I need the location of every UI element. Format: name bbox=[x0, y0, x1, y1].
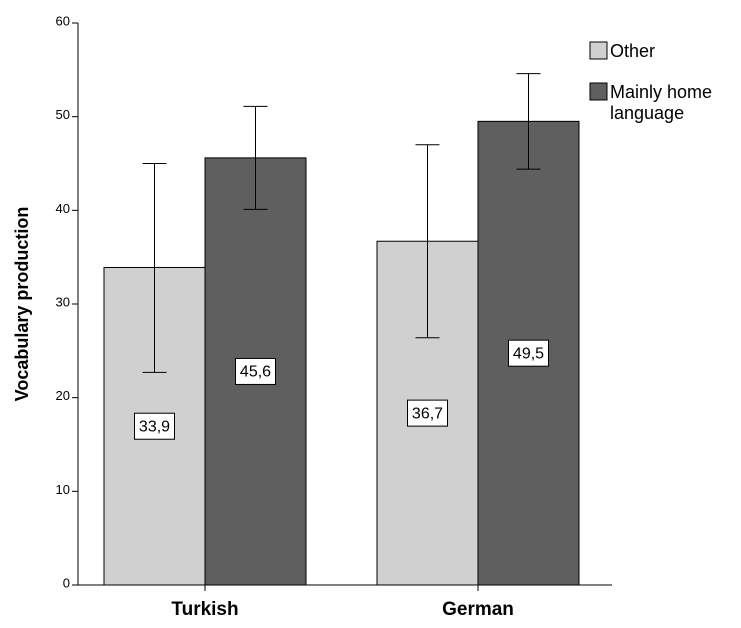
x-category-label: German bbox=[442, 599, 514, 620]
value-label: 45,6 bbox=[240, 364, 271, 381]
legend-label: Mainly home bbox=[610, 82, 712, 102]
value-label: 49,5 bbox=[513, 345, 544, 362]
value-label: 36,7 bbox=[412, 405, 443, 422]
y-tick-label: 20 bbox=[56, 388, 70, 403]
x-category-label: Turkish bbox=[171, 599, 238, 620]
y-tick-label: 50 bbox=[56, 107, 70, 122]
legend-label: language bbox=[610, 103, 684, 123]
value-label: 33,9 bbox=[139, 418, 170, 435]
y-tick-label: 40 bbox=[56, 201, 70, 216]
value-labels-layer: 33,9 45,6 36,7 49,5 bbox=[134, 339, 549, 440]
legend-swatch bbox=[589, 41, 608, 60]
y-tick-label: 30 bbox=[56, 294, 70, 309]
error-bars-layer bbox=[142, 73, 541, 373]
y-tick-label: 60 bbox=[56, 13, 70, 28]
bars-layer bbox=[103, 120, 580, 586]
y-tick-label: 10 bbox=[56, 482, 70, 497]
y-axis-title: Vocabulary production bbox=[12, 207, 32, 402]
y-tick-label: 0 bbox=[63, 575, 70, 590]
value-label-box bbox=[407, 399, 448, 427]
legend-label: Other bbox=[610, 41, 655, 61]
value-label-box bbox=[508, 339, 549, 367]
value-label-box bbox=[134, 412, 175, 440]
axes-layer: 0 10 20 30 40 50 60 Vocabulary production Turkis… bbox=[12, 13, 612, 620]
legend-swatch bbox=[589, 82, 608, 101]
value-label-box bbox=[235, 357, 276, 385]
